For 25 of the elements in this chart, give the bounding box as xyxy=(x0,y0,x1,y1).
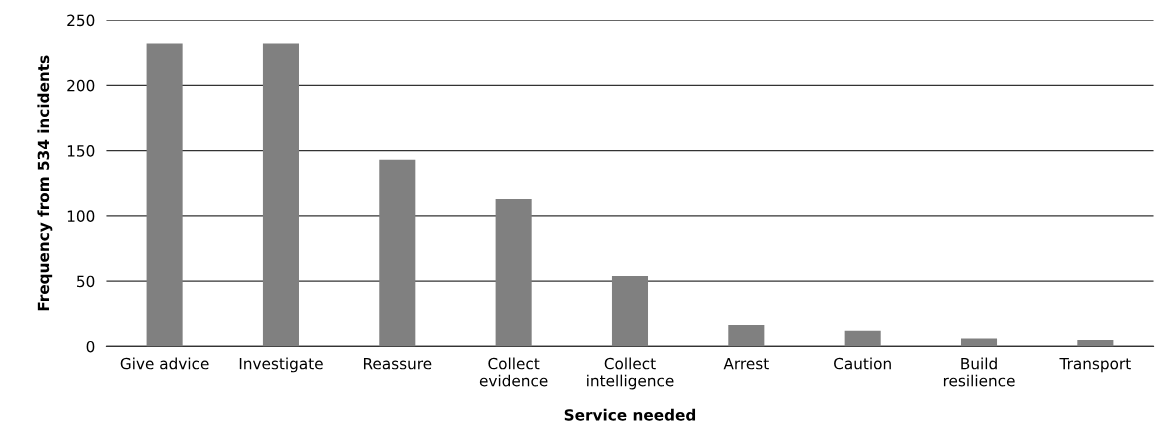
x-tick-label: Arrest xyxy=(723,358,769,370)
bar xyxy=(379,159,416,347)
y-tick-label: 0 xyxy=(86,340,95,353)
bar xyxy=(495,198,532,347)
y-tick-label: 150 xyxy=(67,145,95,157)
bar xyxy=(611,275,649,347)
x-axis-title: Service needed xyxy=(564,408,696,421)
x-tick-label: Investigate xyxy=(239,357,323,373)
bar xyxy=(728,324,765,347)
x-tick-label: Collect evidence xyxy=(479,357,548,387)
x-tick-label: Give advice xyxy=(120,357,209,370)
x-tick-label: Caution xyxy=(834,357,891,370)
y-tick-label: 100 xyxy=(67,210,95,222)
y-tick-label: 50 xyxy=(77,275,95,288)
y-axis-title: Frequency from 534 incidents xyxy=(37,55,53,311)
x-tick-label: Build resilience xyxy=(943,357,1015,387)
x-tick-label: Collect intelligence xyxy=(587,357,674,390)
bar xyxy=(1077,339,1114,347)
x-tick-label: Transport xyxy=(1059,358,1131,373)
bar xyxy=(146,43,183,347)
y-tick-label: 200 xyxy=(67,79,95,92)
bar xyxy=(844,330,881,347)
y-tick-label: 250 xyxy=(67,14,95,27)
bar xyxy=(262,43,299,347)
x-tick-label: Reassure xyxy=(363,358,432,370)
